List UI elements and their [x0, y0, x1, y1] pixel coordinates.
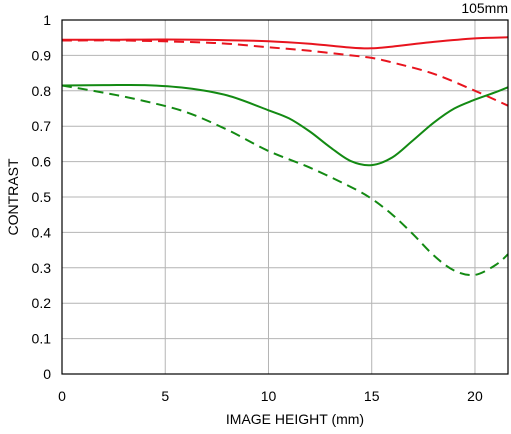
series-line-1	[61, 36, 509, 50]
y-tick-label: 1	[43, 12, 51, 28]
x-tick-label: 0	[58, 388, 66, 404]
y-tick-label: 0.6	[32, 154, 52, 170]
series-lines	[61, 36, 509, 277]
x-tick-label: 20	[467, 388, 483, 404]
x-tick-label: 5	[161, 388, 169, 404]
grid	[62, 20, 508, 374]
y-tick-label: 0.4	[32, 224, 52, 240]
series-line-2	[61, 39, 509, 107]
y-tick-label: 0.1	[32, 331, 52, 347]
x-tick-label: 10	[261, 388, 277, 404]
y-tick-labels: 0 0.1 0.2 0.3 0.4 0.5 0.6 0.7 0.8 0.9 1	[32, 12, 52, 382]
y-tick-label: 0.5	[32, 189, 52, 205]
y-tick-label: 0.8	[32, 83, 52, 99]
x-tick-labels: 0 5 10 15 20	[58, 388, 483, 404]
y-tick-label: 0	[43, 366, 51, 382]
y-tick-label: 0.7	[32, 118, 52, 134]
y-tick-label: 0.2	[32, 295, 52, 311]
plot-frame	[61, 19, 509, 375]
y-tick-label: 0.9	[32, 47, 52, 63]
series-line-3	[61, 83, 509, 167]
series-line-4	[61, 84, 509, 277]
y-tick-label: 0.3	[32, 260, 52, 276]
x-tick-label: 15	[364, 388, 380, 404]
x-axis-title: IMAGE HEIGHT (mm)	[226, 411, 364, 427]
chart-title: 105mm	[461, 0, 508, 16]
y-axis-title: CONTRAST	[5, 158, 21, 235]
